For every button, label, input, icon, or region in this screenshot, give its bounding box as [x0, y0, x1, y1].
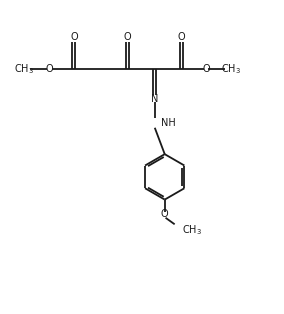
Text: CH$_3$: CH$_3$	[182, 223, 202, 237]
Text: NH: NH	[161, 118, 176, 128]
Text: N: N	[151, 94, 158, 104]
Text: CH$_3$: CH$_3$	[14, 62, 34, 76]
Text: O: O	[202, 64, 210, 74]
Text: O: O	[70, 32, 78, 42]
Text: O: O	[178, 32, 185, 42]
Text: O: O	[46, 64, 53, 74]
Text: CH$_3$: CH$_3$	[222, 62, 241, 76]
Text: O: O	[124, 32, 131, 42]
Text: O: O	[161, 209, 168, 219]
